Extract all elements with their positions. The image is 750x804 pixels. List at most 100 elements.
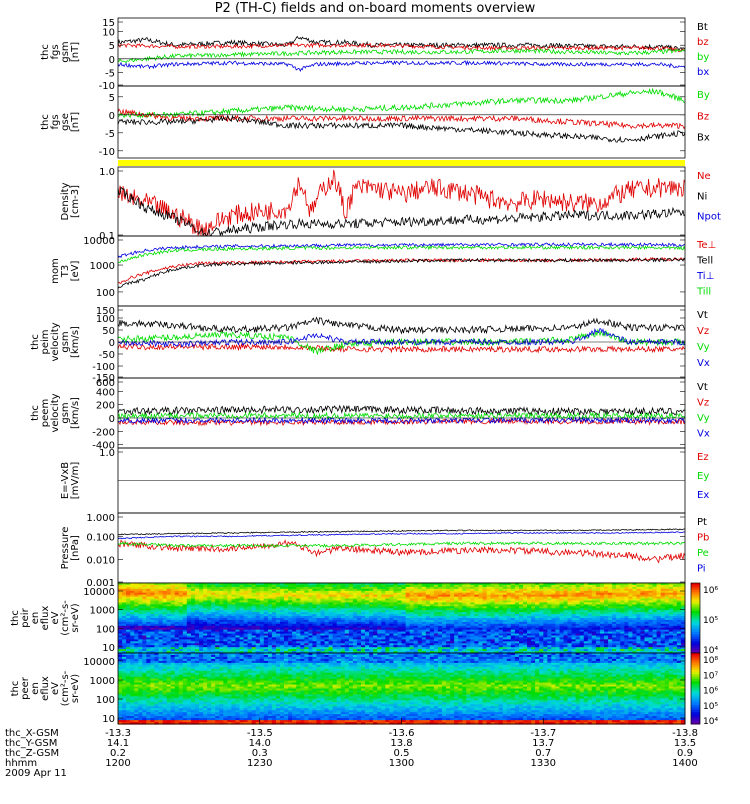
legend-entry-Npot: Npot	[697, 212, 721, 223]
panel-frame	[118, 513, 685, 583]
y-tick-label: 10	[102, 643, 115, 654]
quality-flag-bar	[118, 160, 685, 166]
colorbar-tick: 10⁴	[703, 717, 718, 727]
legend-entry-Vx: Vx	[697, 358, 710, 369]
legend-entry-Till: Till	[696, 287, 711, 298]
y-tick-label: 50	[102, 326, 115, 337]
colorbar: 10⁶ 10⁵ 10⁴	[691, 583, 718, 656]
y-tick-label: 10	[102, 28, 115, 39]
legend-entry-By: By	[697, 90, 710, 101]
y-tick-label: 1000	[90, 606, 115, 617]
legend-entry-Vt: Vt	[697, 310, 708, 321]
legend-entry-Bx: Bx	[697, 133, 710, 144]
legend-entry-Ex: Ex	[697, 490, 709, 501]
legend-entry-Pb: Pb	[697, 533, 709, 544]
y-tick-label: 100	[96, 288, 115, 299]
series-line-by	[118, 49, 685, 63]
y-label-line: [cm-3]	[70, 185, 81, 218]
series-line-Vy	[118, 412, 685, 419]
legend-entry-Vy: Vy	[697, 413, 710, 424]
y-tick-label: -200	[92, 427, 115, 438]
y-tick-label: -100	[92, 362, 115, 373]
y-tick-label: -10	[99, 147, 115, 158]
y-tick-label: 1000	[90, 261, 115, 272]
legend-entry-Tell: Tell	[696, 256, 713, 267]
y-label-line: [mV/m]	[70, 462, 81, 500]
y-tick-label: 1.0	[99, 167, 115, 178]
colorbar-tick: 10⁴	[703, 646, 718, 656]
y-tick-label: 0	[109, 338, 115, 349]
legend-entry-Ti⊥: Ti⊥	[696, 271, 714, 282]
y-axis-label: E=-VxB[mV/m]	[60, 462, 81, 500]
x-tick-label: 1400	[672, 758, 697, 769]
y-tick-label: 1000	[90, 676, 115, 687]
figure-title: P2 (TH-C) fields and on-board moments ov…	[0, 1, 750, 16]
y-tick-label: 0.010	[86, 556, 115, 567]
legend-entry-Bz: Bz	[697, 111, 709, 122]
y-label-line: [nPa]	[70, 535, 81, 561]
series-line-Bz	[118, 109, 685, 128]
y-tick-label: 10000	[83, 587, 115, 598]
panel-frame	[118, 378, 685, 448]
series-line-Till	[118, 246, 685, 263]
series-line-Ne	[118, 170, 685, 236]
y-tick-label: 1.000	[86, 513, 115, 524]
x-tick-label: 1230	[247, 758, 272, 769]
y-tick-label: 100	[96, 695, 115, 706]
y-label-line: [km/s]	[70, 326, 81, 358]
spectrogram-cells	[118, 583, 686, 654]
colorbar-tick: 10⁶	[703, 586, 718, 596]
colorbar-tick: 10⁵	[703, 702, 718, 712]
series-line-Vt	[118, 318, 685, 334]
y-tick-label: 10000	[83, 657, 115, 668]
y-tick-label: -10	[99, 81, 115, 92]
y-label-line: [nT]	[70, 112, 81, 132]
x-axis: -13.314.10.21200-13.514.00.31230-13.613.…	[5, 718, 698, 779]
x-tick-label: 1300	[389, 758, 414, 769]
y-tick-label: 10	[102, 714, 115, 725]
colorbar-tick: 10⁵	[703, 616, 718, 626]
y-label-line: [eV]	[70, 261, 81, 282]
y-tick-label: -5	[105, 68, 115, 79]
y-tick-label: -50	[99, 350, 115, 361]
y-label-line: sr-eV)	[70, 674, 81, 703]
y-tick-label: 5	[109, 41, 115, 52]
y-tick-label: 0	[109, 111, 115, 122]
legend-entry-Vz: Vz	[697, 398, 709, 409]
y-tick-label: 10000	[83, 236, 115, 247]
legend-entry-Te⊥: Te⊥	[696, 240, 716, 251]
legend-entry-Ni: Ni	[697, 191, 707, 202]
colorbar-tick: 10⁶	[703, 687, 718, 697]
legend-entry-Vy: Vy	[697, 342, 710, 353]
series-line-By	[118, 89, 685, 118]
legend-entry-bz: bz	[697, 37, 709, 48]
y-label-line: sr-eV)	[70, 603, 81, 632]
y-tick-label: 5	[109, 93, 115, 104]
y-tick-label: 100	[96, 624, 115, 635]
legend-entry-bx: bx	[697, 67, 709, 78]
series-line-bx	[118, 61, 685, 71]
legend-entry-Ne: Ne	[697, 171, 711, 182]
legend-entry-Vt: Vt	[697, 382, 708, 393]
y-tick-label: 400	[96, 387, 115, 398]
legend-entry-Pt: Pt	[697, 517, 707, 528]
legend-entry-Vz: Vz	[697, 326, 709, 337]
y-axis-label: Density[cm-3]	[60, 182, 81, 220]
series-line-Pe	[118, 542, 685, 547]
y-tick-label: 0.100	[86, 532, 115, 543]
legend-entry-Pe: Pe	[697, 548, 709, 559]
